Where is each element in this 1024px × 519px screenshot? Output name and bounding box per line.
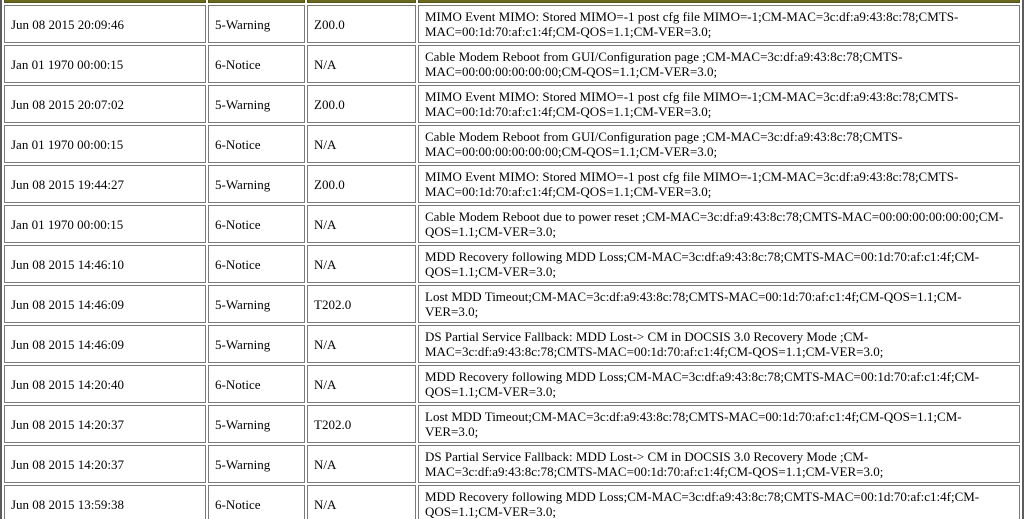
event-code-cell: N/A [307,45,416,83]
event-code-cell: N/A [307,485,416,519]
event-description-cell: Lost MDD Timeout;CM-MAC=3c:df:a9:43:8c:7… [418,405,1020,443]
event-code-cell: Z00.0 [307,85,416,123]
event-code-cell: N/A [307,365,416,403]
event-time-cell: Jun 08 2015 13:59:38 [4,485,206,519]
event-code-cell: T202.0 [307,285,416,323]
event-log-row: Jun 08 2015 13:59:38 6-Notice N/A MDD Re… [4,485,1020,519]
event-time-cell: Jun 08 2015 14:20:37 [4,445,206,483]
event-level-cell: 6-Notice [208,125,305,163]
event-log-header-row-clipped [4,0,1020,3]
event-time-cell: Jun 08 2015 20:07:02 [4,85,206,123]
event-description-cell: DS Partial Service Fallback: MDD Lost-> … [418,325,1020,363]
event-time-cell: Jan 01 1970 00:00:15 [4,45,206,83]
event-log-row: Jun 08 2015 20:09:46 5-Warning Z00.0 MIM… [4,5,1020,43]
event-time-cell: Jan 01 1970 00:00:15 [4,205,206,243]
event-code-cell: N/A [307,325,416,363]
event-level-cell: 6-Notice [208,205,305,243]
event-log-row: Jun 08 2015 14:46:09 5-Warning N/A DS Pa… [4,325,1020,363]
event-log-row: Jun 08 2015 14:46:10 6-Notice N/A MDD Re… [4,245,1020,283]
event-level-cell: 5-Warning [208,5,305,43]
event-level-cell: 6-Notice [208,365,305,403]
event-description-cell: Cable Modem Reboot from GUI/Configuratio… [418,125,1020,163]
event-description-cell: Cable Modem Reboot due to power reset ;C… [418,205,1020,243]
event-log-row: Jun 08 2015 14:20:37 5-Warning N/A DS Pa… [4,445,1020,483]
event-code-cell: Z00.0 [307,165,416,203]
event-description-cell: MIMO Event MIMO: Stored MIMO=-1 post cfg… [418,165,1020,203]
event-time-cell: Jun 08 2015 14:46:09 [4,285,206,323]
event-code-cell: N/A [307,245,416,283]
event-description-cell: DS Partial Service Fallback: MDD Lost-> … [418,445,1020,483]
event-description-cell: MDD Recovery following MDD Loss;CM-MAC=3… [418,365,1020,403]
event-description-cell: MDD Recovery following MDD Loss;CM-MAC=3… [418,485,1020,519]
event-code-cell: Z00.0 [307,5,416,43]
event-time-cell: Jan 01 1970 00:00:15 [4,125,206,163]
header-cell-time [4,0,206,3]
header-cell-description [418,0,1020,3]
event-level-cell: 6-Notice [208,485,305,519]
event-time-cell: Jun 08 2015 20:09:46 [4,5,206,43]
header-cell-code [307,0,416,3]
event-code-cell: N/A [307,205,416,243]
event-time-cell: Jun 08 2015 19:44:27 [4,165,206,203]
event-time-cell: Jun 08 2015 14:46:09 [4,325,206,363]
event-description-cell: MIMO Event MIMO: Stored MIMO=-1 post cfg… [418,85,1020,123]
event-code-cell: T202.0 [307,405,416,443]
event-log-body: Jun 08 2015 20:09:46 5-Warning Z00.0 MIM… [4,5,1020,519]
event-log-row: Jun 08 2015 19:44:27 5-Warning Z00.0 MIM… [4,165,1020,203]
event-level-cell: 5-Warning [208,165,305,203]
event-time-cell: Jun 08 2015 14:46:10 [4,245,206,283]
event-time-cell: Jun 08 2015 14:20:40 [4,365,206,403]
event-description-cell: MDD Recovery following MDD Loss;CM-MAC=3… [418,245,1020,283]
event-log-row: Jun 08 2015 14:46:09 5-Warning T202.0 Lo… [4,285,1020,323]
event-level-cell: 5-Warning [208,285,305,323]
event-log-row: Jun 08 2015 14:20:37 5-Warning T202.0 Lo… [4,405,1020,443]
event-log-row: Jan 01 1970 00:00:15 6-Notice N/A Cable … [4,125,1020,163]
event-description-cell: Cable Modem Reboot from GUI/Configuratio… [418,45,1020,83]
event-log-row: Jun 08 2015 20:07:02 5-Warning Z00.0 MIM… [4,85,1020,123]
event-log-row: Jun 08 2015 14:20:40 6-Notice N/A MDD Re… [4,365,1020,403]
event-level-cell: 5-Warning [208,405,305,443]
event-code-cell: N/A [307,445,416,483]
event-level-cell: 6-Notice [208,245,305,283]
header-cell-level [208,0,305,3]
event-level-cell: 6-Notice [208,45,305,83]
event-log-row: Jan 01 1970 00:00:15 6-Notice N/A Cable … [4,45,1020,83]
event-level-cell: 5-Warning [208,325,305,363]
event-code-cell: N/A [307,125,416,163]
event-time-cell: Jun 08 2015 14:20:37 [4,405,206,443]
event-level-cell: 5-Warning [208,85,305,123]
event-level-cell: 5-Warning [208,445,305,483]
event-description-cell: MIMO Event MIMO: Stored MIMO=-1 post cfg… [418,5,1020,43]
event-log-row: Jan 01 1970 00:00:15 6-Notice N/A Cable … [4,205,1020,243]
event-description-cell: Lost MDD Timeout;CM-MAC=3c:df:a9:43:8c:7… [418,285,1020,323]
